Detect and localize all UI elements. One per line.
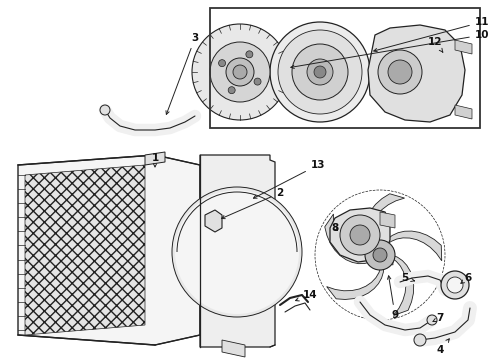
Circle shape <box>270 22 370 122</box>
Circle shape <box>219 60 225 67</box>
Circle shape <box>254 78 261 85</box>
Polygon shape <box>18 155 200 345</box>
Circle shape <box>192 24 288 120</box>
Polygon shape <box>365 194 405 248</box>
Text: 12: 12 <box>428 37 443 52</box>
Polygon shape <box>327 266 384 300</box>
Polygon shape <box>455 40 472 54</box>
Polygon shape <box>384 231 441 261</box>
Text: 14: 14 <box>295 290 318 301</box>
Circle shape <box>100 105 110 115</box>
Polygon shape <box>205 210 222 232</box>
Polygon shape <box>200 155 275 347</box>
Polygon shape <box>378 248 393 265</box>
Text: 11: 11 <box>374 17 489 52</box>
Text: 13: 13 <box>253 160 325 198</box>
Circle shape <box>378 50 422 94</box>
Polygon shape <box>25 165 145 335</box>
Polygon shape <box>368 25 465 122</box>
Circle shape <box>228 87 235 94</box>
Circle shape <box>340 215 380 255</box>
Text: 9: 9 <box>388 276 398 320</box>
Circle shape <box>175 190 299 314</box>
Circle shape <box>246 51 253 58</box>
Text: 10: 10 <box>291 30 489 68</box>
Circle shape <box>172 187 302 317</box>
Polygon shape <box>380 212 395 228</box>
Polygon shape <box>392 255 414 315</box>
Circle shape <box>210 42 270 102</box>
Circle shape <box>233 65 247 79</box>
Circle shape <box>388 60 412 84</box>
Text: 3: 3 <box>166 33 198 114</box>
Text: 7: 7 <box>433 313 443 323</box>
Text: 6: 6 <box>461 273 471 283</box>
Circle shape <box>441 271 469 299</box>
Circle shape <box>365 240 395 270</box>
Polygon shape <box>145 152 165 165</box>
Circle shape <box>414 334 426 346</box>
Circle shape <box>314 66 326 78</box>
Circle shape <box>427 315 437 325</box>
Text: 2: 2 <box>221 188 284 219</box>
Circle shape <box>350 225 370 245</box>
Text: 4: 4 <box>436 339 449 355</box>
Circle shape <box>373 248 387 262</box>
Bar <box>210 8 480 128</box>
Circle shape <box>307 59 333 85</box>
Polygon shape <box>330 208 390 262</box>
Polygon shape <box>455 105 472 119</box>
Circle shape <box>278 30 362 114</box>
Polygon shape <box>222 340 245 357</box>
Text: 5: 5 <box>401 273 415 283</box>
Polygon shape <box>325 214 370 264</box>
Circle shape <box>447 277 463 293</box>
Circle shape <box>226 58 254 86</box>
Text: 8: 8 <box>331 223 339 233</box>
Circle shape <box>292 44 348 100</box>
Text: 1: 1 <box>151 153 159 167</box>
